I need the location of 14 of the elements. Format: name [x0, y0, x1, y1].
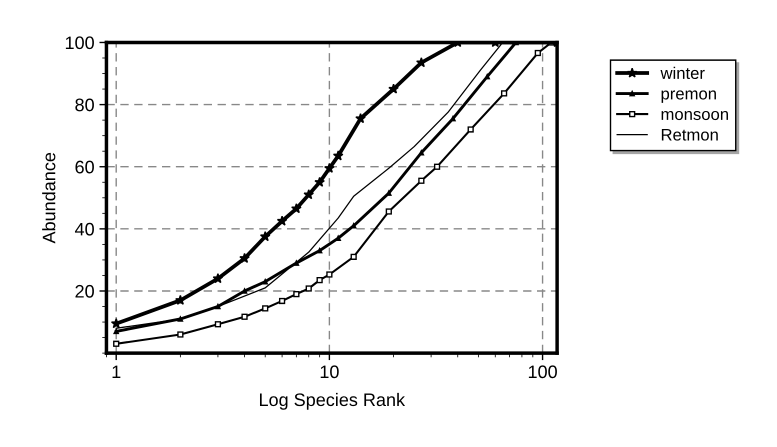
y-tick-label: 100	[66, 36, 94, 50]
legend-label: monsoon	[662, 110, 728, 120]
x-tick-label: 100	[528, 365, 557, 378]
y-tick-label: 60	[75, 160, 94, 174]
legend-label: Retmon	[662, 129, 718, 141]
y-tick-label: 40	[74, 222, 94, 236]
x-tick-label: 10	[320, 365, 339, 378]
legend-label: winter	[660, 66, 705, 80]
x-axis-title: Log Species Rank	[260, 392, 406, 410]
x-tick-label: 1	[112, 366, 120, 378]
legend-label: premon	[662, 90, 716, 103]
y-tick-label: 80	[75, 98, 94, 112]
y-tick-label: 20	[75, 284, 94, 298]
y-axis-title: Abundance	[42, 152, 56, 244]
